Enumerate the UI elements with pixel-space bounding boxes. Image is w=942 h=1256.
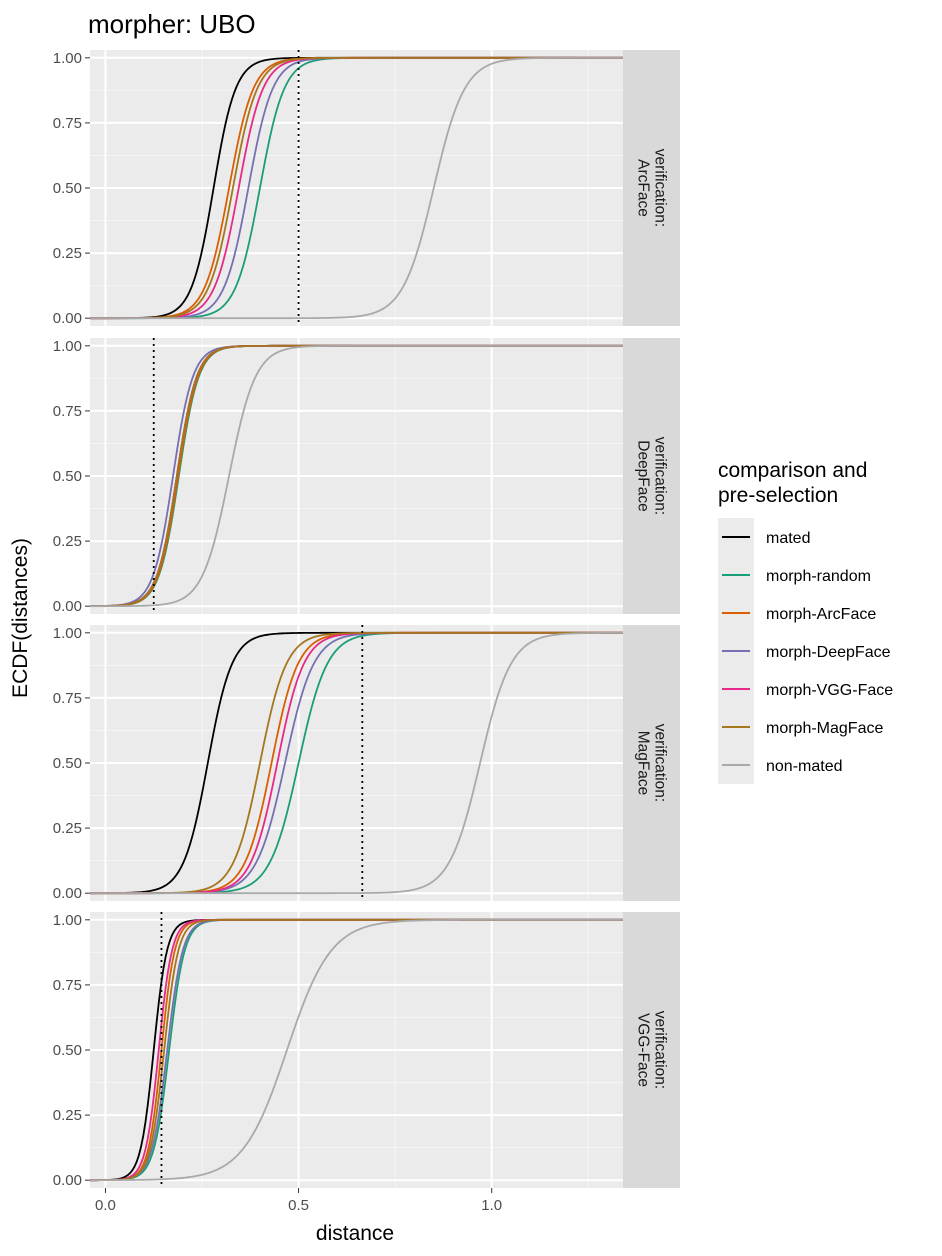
legend-label: morph-random <box>766 568 871 585</box>
facet-panel: 0.00 0.25 0.50 0.75 1.00 verification:DeepFac… <box>53 338 680 615</box>
legend-item: morph-DeepFace <box>718 632 891 670</box>
y-tick-label: 0.00 <box>53 1172 82 1189</box>
series-line-non-mated <box>90 631 623 895</box>
y-axis-title: ECDF(distances) <box>9 538 32 698</box>
y-tick-label: 0.00 <box>53 598 82 615</box>
legend-title: pre-selection <box>718 484 838 507</box>
legend-label: morph-VGG-Face <box>766 682 893 699</box>
legend-label: non-mated <box>766 758 843 775</box>
y-tick-label: 1.00 <box>53 50 82 67</box>
facet-strip <box>623 50 680 326</box>
chart-title: morpher: UBO <box>88 9 256 39</box>
facet-panel: 0.00 0.25 0.50 0.75 1.00 verification:ArcFace <box>53 50 680 327</box>
y-tick-label: 0.25 <box>53 1107 82 1124</box>
series-line-non-mated <box>90 918 623 1182</box>
series-line-non-mated <box>90 56 623 320</box>
legend-item: morph-VGG-Face <box>718 670 893 708</box>
legend-title: comparison and <box>718 459 867 482</box>
legend-item: non-mated <box>718 746 843 784</box>
x-tick-label: 0.5 <box>288 1197 309 1214</box>
facet-strip-label: verification:MagFace <box>635 724 669 802</box>
y-tick-label: 0.50 <box>53 755 82 772</box>
y-tick-label: 0.25 <box>53 533 82 550</box>
facet-panel: 0.00 0.25 0.50 0.75 1.00 verification:MagFace <box>53 625 680 902</box>
y-tick-label: 0.00 <box>53 310 82 327</box>
y-tick-label: 0.25 <box>53 820 82 837</box>
facet-strip-label: verification:DeepFace <box>635 437 669 515</box>
legend-item: morph-random <box>718 556 871 594</box>
y-tick-label: 0.50 <box>53 180 82 197</box>
y-tick-label: 0.75 <box>53 115 82 132</box>
y-tick-label: 0.25 <box>53 245 82 262</box>
y-tick-label: 0.00 <box>53 885 82 902</box>
y-tick-label: 1.00 <box>53 625 82 642</box>
legend-item: morph-MagFace <box>718 708 883 746</box>
y-tick-label: 1.00 <box>53 912 82 929</box>
facet-strip-label: verification:VGG-Face <box>635 1011 669 1089</box>
y-tick-label: 0.75 <box>53 690 82 707</box>
x-tick-label: 1.0 <box>481 1197 502 1214</box>
facet-strip <box>623 912 680 1188</box>
facet-strip <box>623 338 680 614</box>
legend-item: morph-ArcFace <box>718 594 876 632</box>
facet-panels: 0.00 0.25 0.50 0.75 1.00 verification:ArcFace… <box>53 50 680 1214</box>
facet-strip-label: verification:ArcFace <box>635 149 669 227</box>
legend-item: mated <box>718 518 810 556</box>
facet-panel: 0.00 0.25 0.50 0.75 1.00 verification:VGG-Fac… <box>53 912 680 1189</box>
legend-label: morph-ArcFace <box>766 606 876 623</box>
legend-label: mated <box>766 530 810 547</box>
series-line-non-mated <box>90 344 623 608</box>
facet-strip <box>623 625 680 901</box>
legend-label: morph-MagFace <box>766 720 883 737</box>
legend-label: morph-DeepFace <box>766 644 891 661</box>
y-tick-label: 0.75 <box>53 403 82 420</box>
x-axis-title: distance <box>316 1222 394 1245</box>
y-tick-label: 0.75 <box>53 977 82 994</box>
y-tick-label: 0.50 <box>53 468 82 485</box>
x-tick-label: 0.0 <box>95 1197 116 1214</box>
y-tick-label: 0.50 <box>53 1042 82 1059</box>
y-tick-label: 1.00 <box>53 338 82 355</box>
